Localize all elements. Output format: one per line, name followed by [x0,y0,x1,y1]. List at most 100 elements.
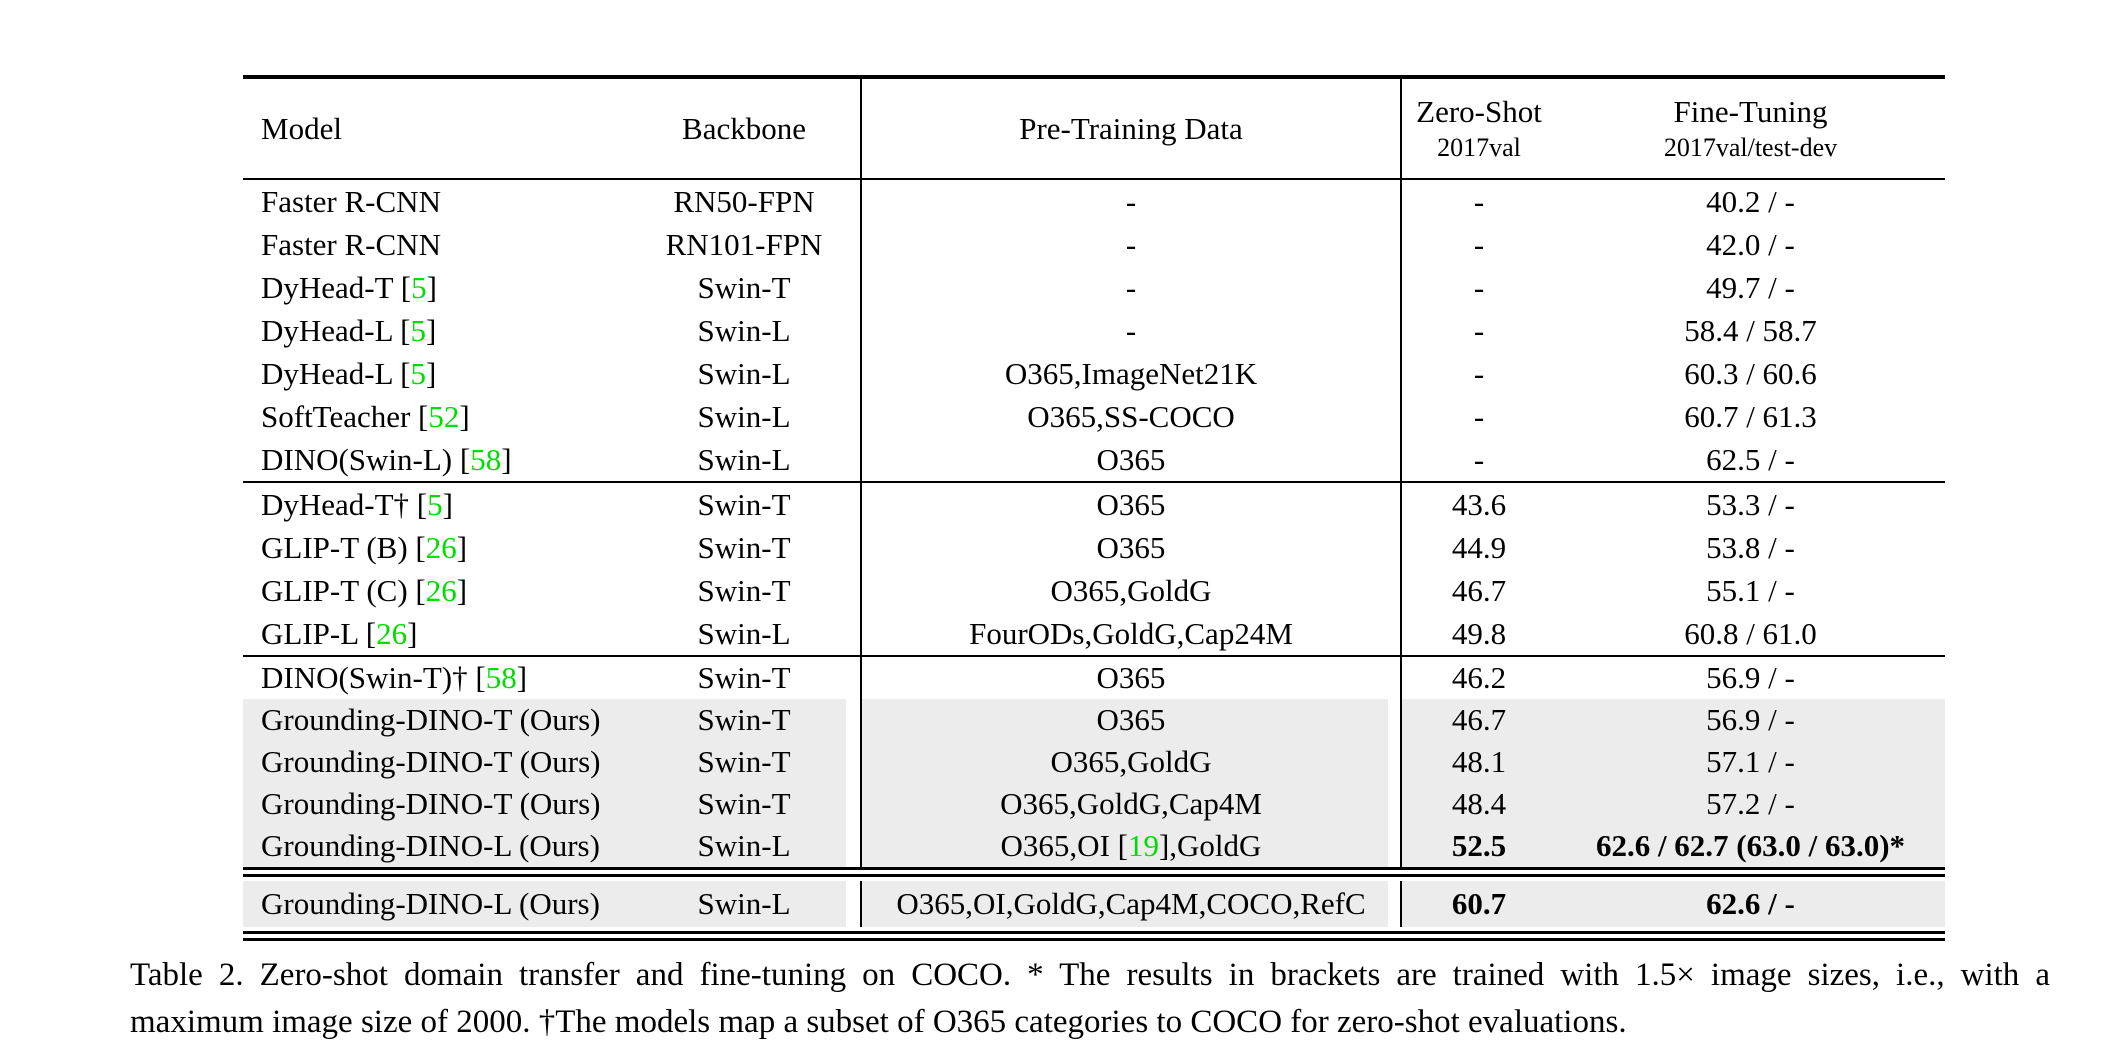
table-row: Grounding-DINO-T (Ours) Swin-T O365,GoldG,… [243,783,1945,825]
citation-link[interactable]: 5 [411,269,427,305]
cell-backbone: Swin-T [697,529,791,565]
double-rule-bottom [243,931,1945,941]
cell-model: Grounding-DINO-T (Ours) [243,741,628,783]
cell-backbone: Swin-T [628,783,860,825]
cell-pretraining-data: O365 [860,438,1400,481]
cell-zero-shot: 52.5 [1400,825,1556,867]
cell-pretraining-data: O365,GoldG [860,569,1400,612]
cell-model: DyHead-T [5] [261,269,437,305]
cell-model: Faster R-CNN [261,183,441,219]
cell-model: Grounding-DINO-T (Ours) [243,783,628,825]
cell-backbone: Swin-L [628,881,860,927]
header-fine-tuning: Fine-Tuning 2017val/test-dev [1556,79,1945,178]
cell-fine-tuning: 60.3 / 60.6 [1684,355,1817,391]
cell-pretraining-data: O365,GoldG [860,741,1400,783]
results-table: Model Backbone Pre-Training Data Zero-Sh… [243,75,1945,941]
cell-fine-tuning: 62.5 / - [1706,441,1795,477]
cell-pretraining-data: - [860,223,1400,266]
table-row: Faster R-CNN RN101-FPN - - 42.0 / - [243,223,1945,266]
caption-line-2: maximum image size of 2000. †The models … [130,1004,1627,1040]
cell-zero-shot: 48.4 [1400,783,1556,825]
citation-link[interactable]: 5 [410,355,426,391]
cell-backbone: Swin-L [697,398,791,434]
cell-zero-shot: 43.6 [1400,483,1556,526]
cell-model: DINO(Swin-L) [58] [261,441,512,477]
cell-pretraining-data: O365,GoldG,Cap4M [860,783,1400,825]
cell-fine-tuning: 57.2 / - [1556,783,1945,825]
cell-fine-tuning: 56.9 / - [1556,699,1945,741]
cell-pretraining-data: O365 [860,657,1400,699]
citation-link[interactable]: 5 [410,312,426,348]
table-row: Grounding-DINO-T (Ours) Swin-T O365 46.7 56.… [243,699,1945,741]
table-section-zero-shot-baselines: DyHead-T† [5] Swin-T O365 43.6 53.3 / - GLIP-… [243,483,1945,655]
cell-fine-tuning: 49.7 / - [1706,269,1795,305]
cell-backbone: RN101-FPN [665,226,823,262]
cell-zero-shot: - [1400,180,1556,223]
cell-zero-shot: - [1400,309,1556,352]
cell-zero-shot: 44.9 [1400,526,1556,569]
cell-fine-tuning: 60.7 / 61.3 [1684,398,1817,434]
header-model-label: Model [261,110,342,146]
table-section-closed-set: Faster R-CNN RN50-FPN - -40.2 / - Faster R-C… [243,180,1945,481]
cell-zero-shot: 46.2 [1400,657,1556,699]
table-row: Grounding-DINO-L (Ours) Swin-L O365,OI,Gol… [243,881,1945,927]
citation-link[interactable]: 26 [425,572,457,608]
cell-pretraining-data: O365 [860,483,1400,526]
citation-link[interactable]: 19 [1127,828,1159,863]
table-header-row: Model Backbone Pre-Training Data Zero-Sh… [243,79,1945,180]
cell-zero-shot: - [1400,395,1556,438]
header-model: Model [243,79,628,178]
citation-link[interactable]: 26 [425,529,457,565]
cell-model: GLIP-T (B) [26] [261,529,468,565]
citation-link[interactable]: 5 [427,486,443,522]
table-row: DyHead-L [5] Swin-L - - 58.4 / 58.7 [243,309,1945,352]
cell-backbone: Swin-L [697,355,791,391]
double-rule [243,867,1945,877]
cell-pretraining-data: O365,ImageNet21K [860,352,1400,395]
cell-zero-shot: - [1400,352,1556,395]
cell-zero-shot: - [1400,438,1556,481]
table-row: DyHead-T† [5] Swin-T O365 43.6 53.3 / - [243,483,1945,526]
table-row: DyHead-L [5] Swin-L O365,ImageNet21K - 60.3 … [243,352,1945,395]
cell-backbone: RN50-FPN [673,183,815,219]
citation-link[interactable]: 58 [485,660,517,695]
cell-fine-tuning: 40.2 / - [1706,183,1795,219]
table-row: DINO(Swin-L) [58] Swin-L O365- 62.5 / - [243,438,1945,481]
citation-link[interactable]: 52 [428,398,460,434]
cell-model: SoftTeacher [52] [261,398,470,434]
table-row: Grounding-DINO-L (Ours) Swin-L O365,OI [19… [243,825,1945,867]
cell-pretraining-data: - [860,266,1400,309]
caption-line-1: Table 2. Zero-shot domain transfer and f… [130,957,2050,993]
table-row: Grounding-DINO-T (Ours) Swin-T O365,GoldG 4… [243,741,1945,783]
cell-zero-shot: 46.7 [1400,699,1556,741]
cell-pretraining-data: O365,SS-COCO [860,395,1400,438]
cell-fine-tuning: 42.0 / - [1706,226,1795,262]
header-zero-shot: Zero-Shot 2017val [1400,79,1556,178]
table-row: Faster R-CNN RN50-FPN - - 40.2 / - [243,180,1945,223]
cell-backbone: Swin-L [628,825,860,867]
cell-model: DyHead-L [5] [261,312,437,348]
cell-backbone: Swin-T [697,572,791,608]
citation-link[interactable]: 26 [376,615,408,651]
table-row: GLIP-L [26] Swin-L FourODs,GoldG,Cap24M 49.… [243,612,1945,655]
cell-fine-tuning: 53.8 / - [1706,529,1795,565]
cell-fine-tuning: 62.6 / - [1556,881,1945,927]
table-row: GLIP-T (B) [26] Swin-T O365 44.9 53.8 / - [243,526,1945,569]
cell-backbone: Swin-T [628,699,860,741]
header-fine-tuning-title: Fine-Tuning [1673,94,1828,129]
cell-backbone: Swin-T [697,269,791,305]
header-zero-shot-title: Zero-Shot [1416,94,1542,129]
cell-backbone: Swin-L [697,312,791,348]
table-row: GLIP-T (C) [26] Swin-T O365,GoldG 46.7 55.1 … [243,569,1945,612]
cell-pretraining-data: FourODs,GoldG,Cap24M [860,612,1400,655]
citation-link[interactable]: 58 [470,441,502,477]
table-section-grounding-dino: DINO(Swin-T)† [58] Swin-T O365 46.2 56.9 / -… [243,657,1945,867]
header-backbone-label: Backbone [682,110,806,146]
cell-zero-shot: - [1400,266,1556,309]
cell-model: GLIP-L [26] [261,615,418,651]
cell-zero-shot: 48.1 [1400,741,1556,783]
cell-pretraining-data: O365,OI,GoldG,Cap4M,COCO,RefC [860,881,1400,927]
cell-model: Grounding-DINO-L (Ours) [243,881,628,927]
header-pretraining-data: Pre-Training Data [860,79,1400,178]
cell-backbone: Swin-L [697,615,791,651]
